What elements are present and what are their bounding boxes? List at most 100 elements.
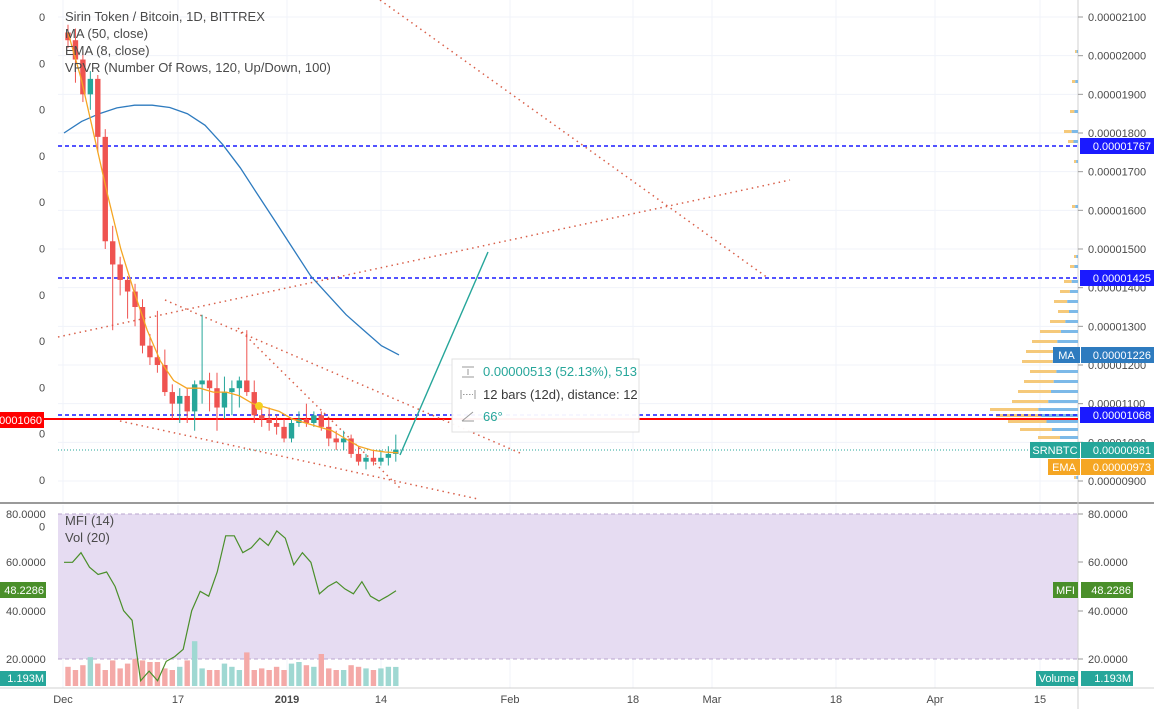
price-tag-blue-top: 0.00001767 [1080,138,1154,154]
candle[interactable] [393,434,399,462]
candle[interactable] [281,419,287,443]
candle[interactable] [348,434,354,458]
svg-text:1.193M: 1.193M [1094,673,1131,685]
candle[interactable] [117,256,123,296]
candle[interactable] [355,446,362,466]
price-tick-label: 0.00000900 [1088,476,1146,488]
legend-ema: EMA (8, close) [65,43,150,58]
candle[interactable] [311,411,317,427]
volume-bar [117,668,123,686]
trend-line-ascending[interactable] [57,179,791,338]
svg-text:00001060: 00001060 [0,415,42,427]
candle[interactable] [154,310,161,373]
candle[interactable] [110,225,116,331]
volume-profile-row [1053,380,1078,383]
price-tick-label: 0.00001500 [1088,244,1146,256]
candle[interactable] [221,376,228,420]
volume-profile [990,50,1078,479]
volume-tag-right: Volume 1.193M [1036,671,1133,686]
candle[interactable] [244,330,250,396]
volume-profile-row [1032,340,1058,343]
trend-line-channel-upper[interactable] [164,299,521,454]
candle[interactable] [288,419,295,443]
volume-profile-row [1064,280,1072,283]
volume-profile-row [1076,476,1078,479]
volume-profile-row [1072,80,1076,83]
candle[interactable] [236,376,243,408]
candle[interactable] [72,28,79,83]
candle[interactable] [206,372,213,412]
volume-bar [132,658,138,686]
volume-bar [363,668,369,686]
measure-line[interactable] [399,251,489,456]
candle[interactable] [87,71,94,110]
ma-50-line[interactable] [63,104,400,356]
volume-profile-row [1076,50,1078,53]
candle[interactable] [333,430,339,451]
volume-profile-row [1060,330,1078,333]
volume-bar [370,670,377,686]
candle[interactable] [259,407,265,427]
measure-angle-icon [461,411,474,422]
volume-profile-row [1024,380,1054,383]
candle[interactable] [273,415,280,435]
candle[interactable] [162,349,168,396]
volume-profile-row [1030,370,1057,373]
volume-profile-row [1038,436,1060,439]
trend-line-channel-lower[interactable] [119,420,479,500]
volume-bar [214,670,220,686]
candle[interactable] [132,283,138,327]
candles[interactable] [65,24,399,470]
time-tick-label: 18 [830,694,842,706]
candle[interactable] [139,299,146,354]
measure-price-change: 0.00000513 (52.13%), 513 [483,364,637,379]
mfi-tick-label: 60.0000 [1088,557,1128,569]
candle[interactable] [169,384,175,420]
candle[interactable] [65,24,71,48]
candle[interactable] [326,419,332,447]
volume-profile-row [1056,370,1078,373]
candle[interactable] [340,430,347,451]
candle[interactable] [378,450,384,466]
candle[interactable] [95,75,101,153]
left-tick-label: 0 [39,521,45,533]
svg-text:1.193M: 1.193M [7,673,44,685]
candle[interactable] [229,380,235,416]
left-axis-labels: 0 0 0 0 0 0 0 0 0 0 0 0 [39,12,45,533]
price-tick-label: 0.00002000 [1088,51,1146,63]
candle[interactable] [370,450,377,466]
candle[interactable] [80,51,86,103]
candle[interactable] [363,453,369,470]
candle[interactable] [385,446,392,466]
volume-profile-row [1073,140,1078,143]
volume-bar [206,670,213,686]
volume-bar [296,662,302,686]
volume-bar [124,663,131,686]
mfi-tag-left: 48.2286 [0,582,46,598]
volume-bar [169,670,175,686]
mfi-line[interactable] [64,529,397,683]
volume-profile-row [1074,255,1077,258]
svg-text:0.00000973: 0.00000973 [1093,462,1151,474]
volume-bar [266,670,272,686]
volume-profile-row [1057,340,1078,343]
candle[interactable] [147,334,153,365]
mfi-axis-labels[interactable]: 80.0000 60.0000 40.0000 20.0000 80.0000 60.00… [6,509,1128,666]
svg-text:0.00001226: 0.00001226 [1093,350,1151,362]
candle[interactable] [214,372,220,431]
time-axis-labels[interactable]: Dec 17 2019 14 Feb 18 Mar 18 Apr 15 [53,694,1046,706]
volume-bar [102,670,108,686]
candle[interactable] [177,388,183,423]
price-tag-symbol: SRNBTC 0.00000981 [1030,442,1154,458]
price-tick-label: 0.00001900 [1088,89,1146,101]
candle[interactable] [102,129,108,249]
price-axis-labels[interactable]: 0.00002100 0.00002000 0.00001900 0.00001800… [1078,12,1146,488]
candle[interactable] [184,388,190,423]
candle[interactable] [266,407,272,431]
svg-text:MFI: MFI [1056,585,1075,597]
candle[interactable] [124,276,131,319]
left-tick-label: 0 [39,382,45,394]
ema-8-line[interactable] [67,32,399,454]
